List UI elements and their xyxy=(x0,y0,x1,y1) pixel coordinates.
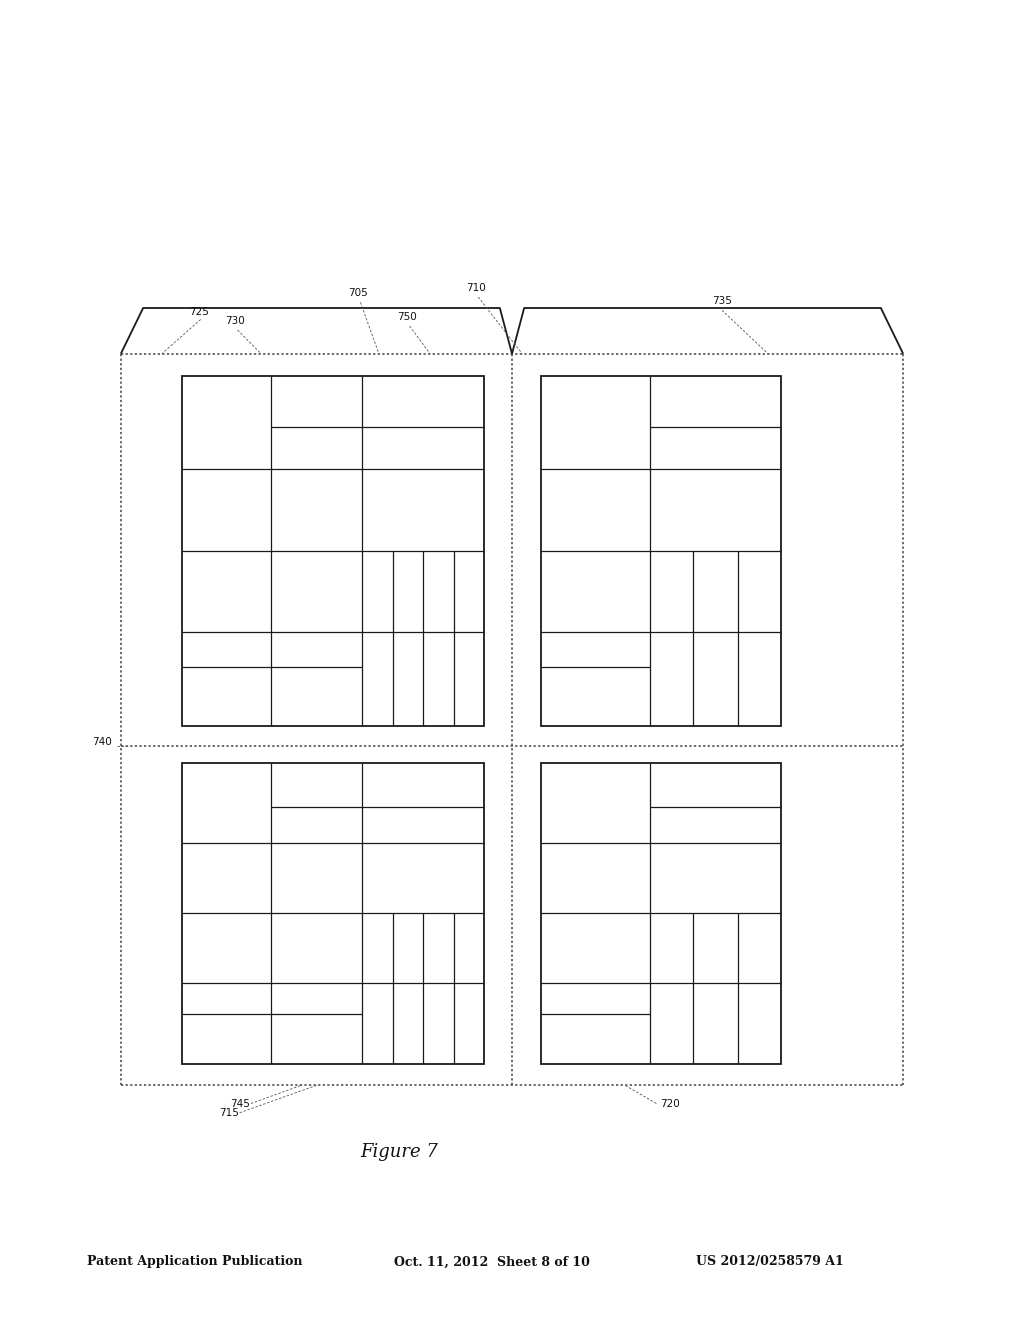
Text: 710: 710 xyxy=(466,282,485,293)
Text: Figure 7: Figure 7 xyxy=(360,1143,438,1162)
Text: 725: 725 xyxy=(189,306,209,317)
Text: 745: 745 xyxy=(230,1098,250,1109)
Bar xyxy=(182,763,484,1064)
Text: 715: 715 xyxy=(219,1107,239,1118)
Text: 705: 705 xyxy=(348,288,368,298)
Bar xyxy=(182,376,484,726)
Text: Oct. 11, 2012  Sheet 8 of 10: Oct. 11, 2012 Sheet 8 of 10 xyxy=(394,1255,590,1269)
Text: US 2012/0258579 A1: US 2012/0258579 A1 xyxy=(696,1255,844,1269)
Text: 740: 740 xyxy=(92,737,112,747)
Bar xyxy=(541,763,781,1064)
Bar xyxy=(541,376,781,726)
Text: 735: 735 xyxy=(712,296,731,306)
Text: 720: 720 xyxy=(660,1098,680,1109)
Text: 730: 730 xyxy=(225,315,245,326)
Text: Patent Application Publication: Patent Application Publication xyxy=(87,1255,302,1269)
Text: 750: 750 xyxy=(397,312,417,322)
